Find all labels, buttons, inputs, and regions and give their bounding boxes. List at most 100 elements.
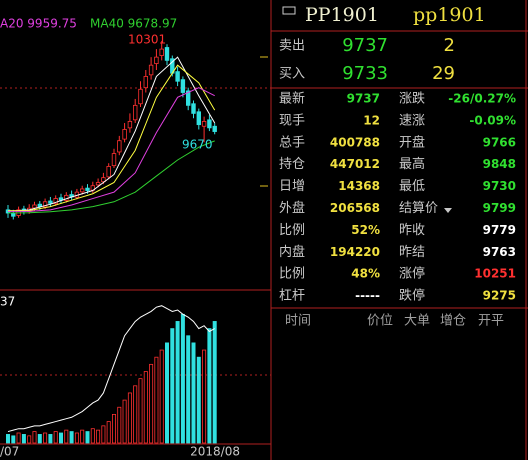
x-label: /07 [0,445,19,459]
code-lower: pp1901 [413,4,486,26]
field-label: 最低 [399,179,425,194]
volume-bar [106,421,111,444]
volume-bar [6,434,11,444]
candle-body [53,198,58,205]
candle-body [32,204,37,209]
field-label: 杠杆 [279,288,305,304]
volume-bar [16,432,21,444]
field-value: 9763 [483,245,516,259]
candle-body [101,177,106,183]
ask-label: 卖出 [279,39,305,54]
candle-body [122,129,127,140]
ma-label: A20 9959.75 [0,17,77,31]
field-value: -0.09% [469,113,516,127]
candle-body [185,90,191,106]
field-label: 最新 [279,91,305,107]
volume-bar [164,342,169,444]
field-value: 9737 [347,92,380,106]
x-label: 2018/08 [190,445,240,459]
field-label: 开盘 [399,134,425,150]
volume-label: 37 [0,295,15,309]
code-upper: PP1901 [305,4,379,26]
candle-body [106,166,111,178]
volume-bar [159,349,164,444]
field-value: 400788 [330,135,380,149]
bid-price: 9733 [342,63,388,84]
volume-bar [101,425,106,444]
volume-bar [85,431,90,444]
field-label: 跌停 [399,288,425,304]
field-value: 14368 [338,179,380,193]
field-value: 447012 [330,157,380,171]
field-label: 比例 [279,267,305,282]
field-label: 涨停 [399,266,425,282]
field-label: 昨收 [399,223,425,238]
field-label: 外盘 [279,200,305,216]
volume-bar [37,434,42,444]
volume-bar [21,434,26,444]
candle-body [11,212,16,217]
volume-bar [207,328,212,444]
volume-bar [122,399,127,444]
field-label: 最高 [399,156,425,172]
candle-body [132,104,138,121]
field-value: 9779 [483,223,516,237]
tape-header: 增仓 [440,314,466,329]
field-label: 现手 [279,113,305,128]
field-value: 48% [351,267,380,281]
high-label: 10301 [128,33,166,47]
oi-line [7,305,215,433]
candle-body [175,71,180,82]
field-value: 9799 [483,201,516,215]
volume-bar [32,431,37,444]
field-value: 12 [363,113,380,127]
candle-body [196,111,201,126]
volume-bar [53,431,58,444]
candle-body [207,119,212,129]
volume-bar [59,432,64,444]
volume-bar [170,328,175,444]
ma-line [8,64,216,212]
ma-line [7,56,216,212]
field-label: 持仓 [279,157,305,172]
candle-body [85,187,90,191]
bid-volume: 29 [432,63,455,84]
ma-label: MA40 9678.97 [90,17,177,31]
volume-bar [191,342,196,444]
volume-bar [69,431,74,444]
volume-bar [202,349,207,444]
field-label: 涨跌 [399,91,425,107]
field-value: 52% [351,223,380,237]
field-value: 9766 [483,135,516,149]
volume-bar [143,371,148,444]
tape-header: 开平 [478,314,504,329]
tape-header: 时间 [285,314,311,329]
volume-bar [149,363,154,444]
volume-bar [133,385,138,444]
field-value: 9848 [483,157,516,171]
field-value: ----- [355,289,380,303]
candle-body [127,121,133,129]
field-label: 速涨 [399,113,425,128]
field-label: 日增 [279,179,305,194]
candle-body [159,48,164,56]
volume-bar [180,313,185,444]
volume-bar [80,429,85,444]
volume-bar [90,428,95,444]
candle-body [201,121,207,127]
volume-bar [117,406,122,444]
volume-bar [212,321,217,444]
volume-bar [196,356,201,444]
field-label: 总手 [279,135,305,150]
field-value: 206568 [330,201,380,215]
candle-body [80,188,85,193]
field-value: 9275 [483,289,516,303]
candle-body [164,47,170,61]
field-label: 内盘 [279,244,305,260]
bid-label: 买入 [279,67,305,82]
candle-body [117,140,122,153]
volume-bar [112,413,117,444]
volume-bar [48,434,53,444]
